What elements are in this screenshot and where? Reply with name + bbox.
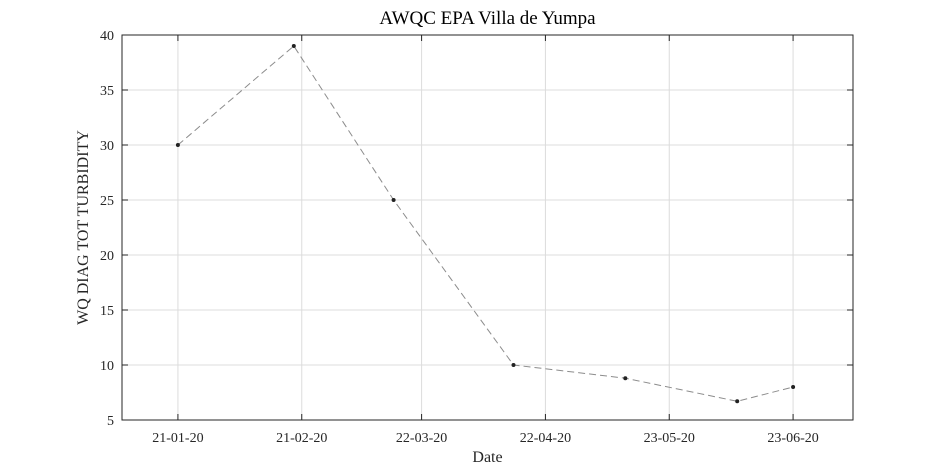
x-tick-label: 22-04-20 [520, 431, 571, 446]
chart-title: AWQC EPA Villa de Yumpa [379, 8, 596, 29]
y-axis-label: WQ DIAG TOT TURBIDITY [75, 130, 92, 325]
ticks: 5 10 15 20 25 30 35 40 21-01-20 21-02-20 22-03-20 2… [100, 29, 853, 446]
x-tick-label: 23-06-20 [767, 431, 818, 446]
x-tick-label: 23-05-20 [644, 431, 695, 446]
data-series [175, 44, 796, 404]
grid [122, 34, 853, 421]
series-line [177, 45, 794, 402]
y-tick-label: 20 [100, 249, 114, 264]
y-tick-label: 30 [100, 139, 114, 154]
x-tick-label: 21-02-20 [276, 431, 327, 446]
data-point [791, 385, 796, 389]
x-axis-label: Date [472, 449, 502, 466]
x-tick-label: 21-01-20 [152, 431, 203, 446]
data-point [391, 198, 396, 202]
y-tick-label: 40 [100, 29, 114, 44]
data-point [735, 399, 740, 404]
plot-area-frame [121, 34, 854, 421]
y-tick-label: 5 [107, 414, 114, 429]
data-point [623, 376, 628, 381]
y-tick-label: 10 [100, 359, 114, 374]
y-tick-label: 25 [100, 194, 114, 209]
y-tick-label: 15 [100, 304, 114, 319]
data-point [511, 363, 516, 367]
data-point [175, 143, 180, 147]
x-tick-label: 22-03-20 [396, 431, 447, 446]
y-tick-label: 35 [100, 84, 114, 99]
data-point [291, 44, 296, 48]
